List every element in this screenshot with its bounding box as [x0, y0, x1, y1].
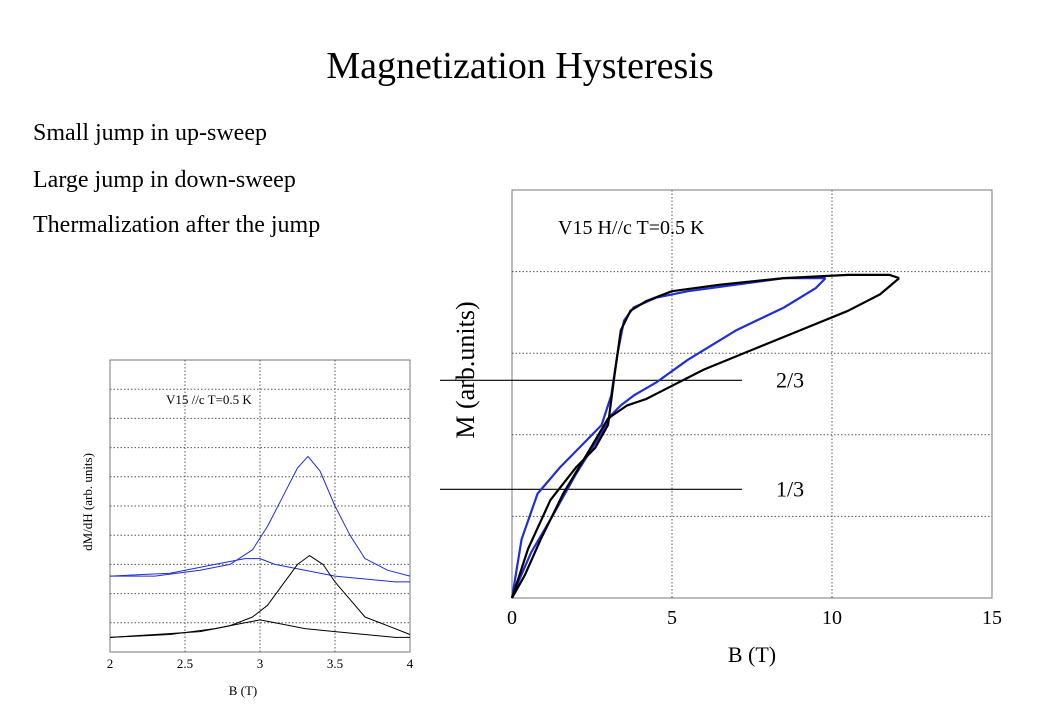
dmdh-y-axis-label: dM/dH (arb. units) [80, 453, 95, 551]
x-tick-label: 3 [257, 656, 264, 671]
bullet-thermalization: Thermalization after the jump [33, 212, 321, 238]
series-line-2 [510, 277, 827, 599]
x-tick-label: 0 [507, 607, 517, 629]
x-tick-label: 4 [407, 656, 414, 671]
x-tick-label: 2.5 [177, 656, 193, 671]
magnetization-chart-title: V15 H//c T=0.5 K [558, 217, 705, 239]
fraction-label: 2/3 [776, 367, 804, 392]
x-tick-label: 10 [822, 607, 842, 629]
bullet-small-jump: Small jump in up-sweep [33, 120, 267, 146]
series-line-4 [109, 619, 410, 638]
series-line-4 [511, 277, 900, 599]
fraction-label: 1/3 [776, 476, 804, 501]
series-line-2 [109, 558, 410, 583]
fraction-lines: 2/3 1/3 [440, 367, 804, 501]
magnetization-series [510, 273, 900, 599]
dmdh-x-axis-label: B (T) [229, 683, 258, 698]
magnetization-y-axis-label: M (arb.units) [451, 301, 480, 438]
dmdh-chart-title: V15 //c T=0.5 K [166, 392, 252, 407]
slide-title: Magnetization Hysteresis [326, 45, 714, 87]
dmdh-chart: 2 2.5 3 3.5 4 V15 //c T=0.5 K B (T) dM/dH (a… [72, 352, 420, 712]
series-line-1 [110, 455, 411, 577]
magnetization-chart: 2/3 1/3 0 5 10 15 V15 H//c T=0.5 K B (T) M (… [440, 180, 1032, 680]
dmdh-x-tick-labels: 2 2.5 3 3.5 4 [107, 656, 414, 671]
dmdh-series [109, 455, 411, 638]
dmdh-gridlines [110, 360, 410, 652]
bullet-large-jump: Large jump in down-sweep [33, 167, 296, 193]
x-tick-label: 15 [982, 607, 1002, 629]
series-line-3 [510, 273, 900, 599]
magnetization-x-axis-label: B (T) [728, 642, 776, 667]
x-tick-label: 3.5 [327, 656, 343, 671]
x-tick-label: 2 [107, 656, 114, 671]
x-tick-label: 5 [667, 607, 677, 629]
magnetization-gridlines [512, 190, 992, 598]
magnetization-x-tick-labels: 0 5 10 15 [507, 607, 1002, 629]
